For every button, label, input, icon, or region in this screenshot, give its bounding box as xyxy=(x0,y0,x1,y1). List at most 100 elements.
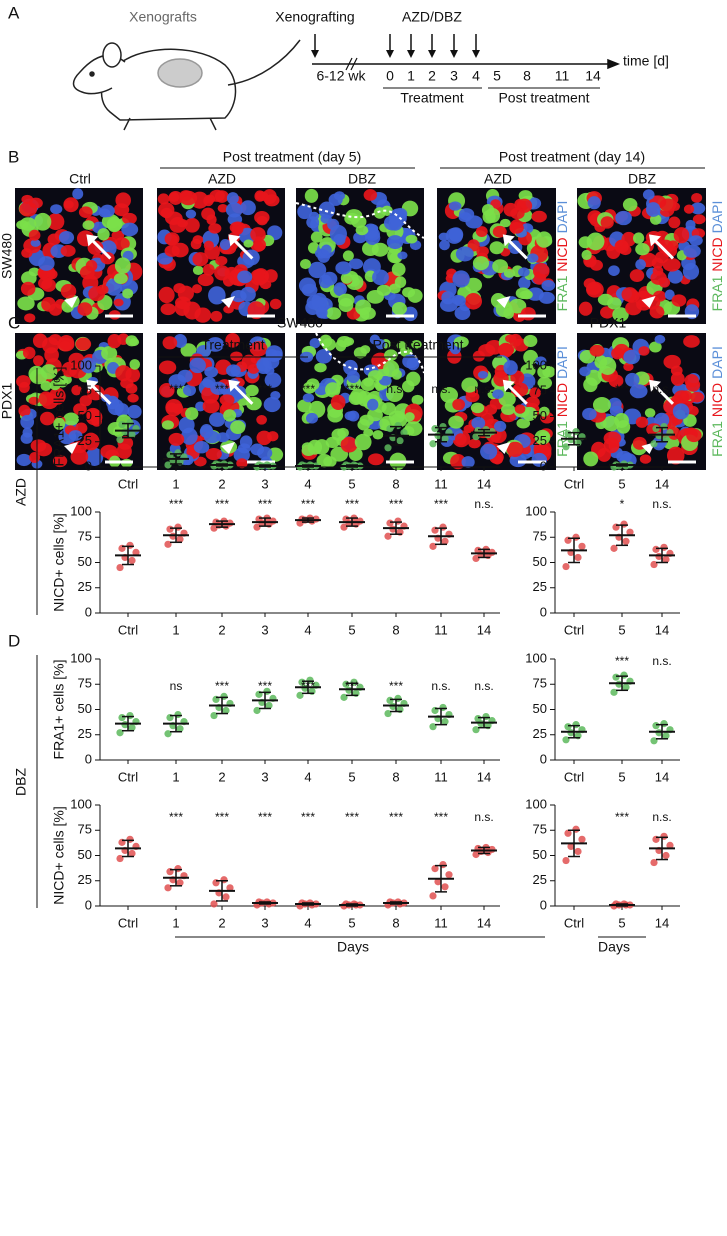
cell-nucleus xyxy=(323,456,337,468)
cell-nucleus xyxy=(52,454,68,468)
dose-arrowhead xyxy=(407,50,415,58)
panel-label: A xyxy=(8,3,20,22)
significance: n.s. xyxy=(652,810,671,824)
drug-label: AZD/DBZ xyxy=(402,9,462,25)
arrow xyxy=(233,239,254,260)
data-point xyxy=(384,709,392,718)
cell-nucleus xyxy=(75,337,92,351)
cell-nucleus xyxy=(489,241,504,255)
significance: *** xyxy=(389,497,403,511)
cell-nucleus xyxy=(683,335,700,348)
xenografting-label: Xenografting xyxy=(275,9,354,25)
cell-nucleus xyxy=(635,416,649,428)
cell-nucleus xyxy=(20,414,35,429)
x-tick-label: 2 xyxy=(218,476,225,491)
group-label: Post treatment xyxy=(372,337,463,353)
x-tick-label: 4 xyxy=(304,769,311,784)
cell-nucleus xyxy=(503,268,516,278)
cell-nucleus xyxy=(189,357,206,374)
cell-nucleus xyxy=(129,359,141,370)
y-tick-label: 50 xyxy=(78,847,92,862)
micrographs: FRA1NICDDAPIFRA1NICDDAPIFRA1NICDDAPIFRA1… xyxy=(15,188,725,471)
y-tick-label: 100 xyxy=(70,650,92,665)
cell-nucleus xyxy=(82,220,95,230)
data-point xyxy=(652,545,660,553)
x-tick-label: Ctrl xyxy=(564,769,584,784)
cell-nucleus xyxy=(63,412,80,426)
cell-nucleus xyxy=(180,343,197,358)
group-label: Treatment xyxy=(201,337,264,353)
cell-nucleus xyxy=(222,275,235,287)
mouse-eye xyxy=(89,71,95,77)
cell-nucleus xyxy=(520,307,536,321)
cell-nucleus xyxy=(326,307,342,320)
cell-nucleus xyxy=(97,228,110,241)
tumor xyxy=(157,58,203,88)
cell-nucleus xyxy=(233,447,250,463)
cell-nucleus xyxy=(582,407,597,421)
cell-nucleus xyxy=(29,369,48,385)
cell-nucleus xyxy=(300,258,311,270)
y-tick-label: 50 xyxy=(533,554,547,569)
cell-nucleus xyxy=(518,276,531,290)
row-label: DBZ xyxy=(13,768,29,796)
timeline xyxy=(312,57,621,89)
cell-nucleus xyxy=(498,342,514,358)
cell-nucleus xyxy=(297,399,312,413)
cell-nucleus xyxy=(168,374,187,388)
cell-nucleus xyxy=(371,242,389,257)
data-point xyxy=(578,542,586,550)
cell-nucleus xyxy=(85,260,98,272)
cell-nucleus xyxy=(98,208,111,218)
cell-nucleus xyxy=(529,387,541,399)
y-tick-label: 100 xyxy=(525,796,547,811)
cell-nucleus xyxy=(516,418,531,429)
cell-nucleus xyxy=(583,451,599,467)
cell-nucleus xyxy=(586,232,605,251)
cell-nucleus xyxy=(256,215,268,226)
cell-nucleus xyxy=(614,239,629,254)
y-tick-label: 75 xyxy=(78,383,92,398)
cell-nucleus xyxy=(452,270,470,288)
cell-nucleus xyxy=(259,279,272,290)
cell-nucleus xyxy=(378,375,392,386)
dose-arrowhead xyxy=(472,50,480,58)
cell-nucleus xyxy=(40,380,52,391)
cell-nucleus xyxy=(501,404,516,415)
significance: *** xyxy=(215,382,229,396)
data-point xyxy=(445,871,453,879)
cell-nucleus xyxy=(158,360,177,375)
cell-nucleus xyxy=(667,240,679,251)
cell-nucleus xyxy=(79,395,92,407)
x-tick-label: Ctrl xyxy=(118,622,138,637)
cell-nucleus xyxy=(264,372,282,388)
cell-nucleus xyxy=(683,244,701,258)
y-axis-label: NICD+ cells [%] xyxy=(51,513,67,611)
stain-legend: FRA1 NICD DAPI xyxy=(554,201,570,312)
data-point xyxy=(253,523,261,531)
x-tick-label: 11 xyxy=(434,476,448,491)
significance: n.s. xyxy=(431,679,450,693)
cell-nucleus xyxy=(461,377,478,393)
data-point xyxy=(431,865,439,873)
cell-nucleus xyxy=(315,306,328,319)
cell-nucleus xyxy=(333,282,347,297)
cell-nucleus xyxy=(107,334,122,349)
significance: *** xyxy=(345,810,359,824)
cell-nucleus xyxy=(645,202,661,217)
data-point xyxy=(166,451,174,459)
row-label: PDX1 xyxy=(0,383,15,420)
cell-nucleus xyxy=(329,224,347,243)
data-point xyxy=(128,724,136,732)
data-point xyxy=(400,429,408,437)
cell-nucleus xyxy=(72,188,84,200)
cell-nucleus xyxy=(512,382,529,397)
y-tick-label: 100 xyxy=(525,503,547,518)
cell-nucleus xyxy=(373,207,386,219)
column-title: SW480 xyxy=(277,315,323,331)
cell-nucleus xyxy=(642,189,655,200)
cell-nucleus xyxy=(586,281,604,298)
x-tick-label: 4 xyxy=(304,915,311,930)
cell-nucleus xyxy=(654,251,669,264)
data-point xyxy=(441,718,449,726)
